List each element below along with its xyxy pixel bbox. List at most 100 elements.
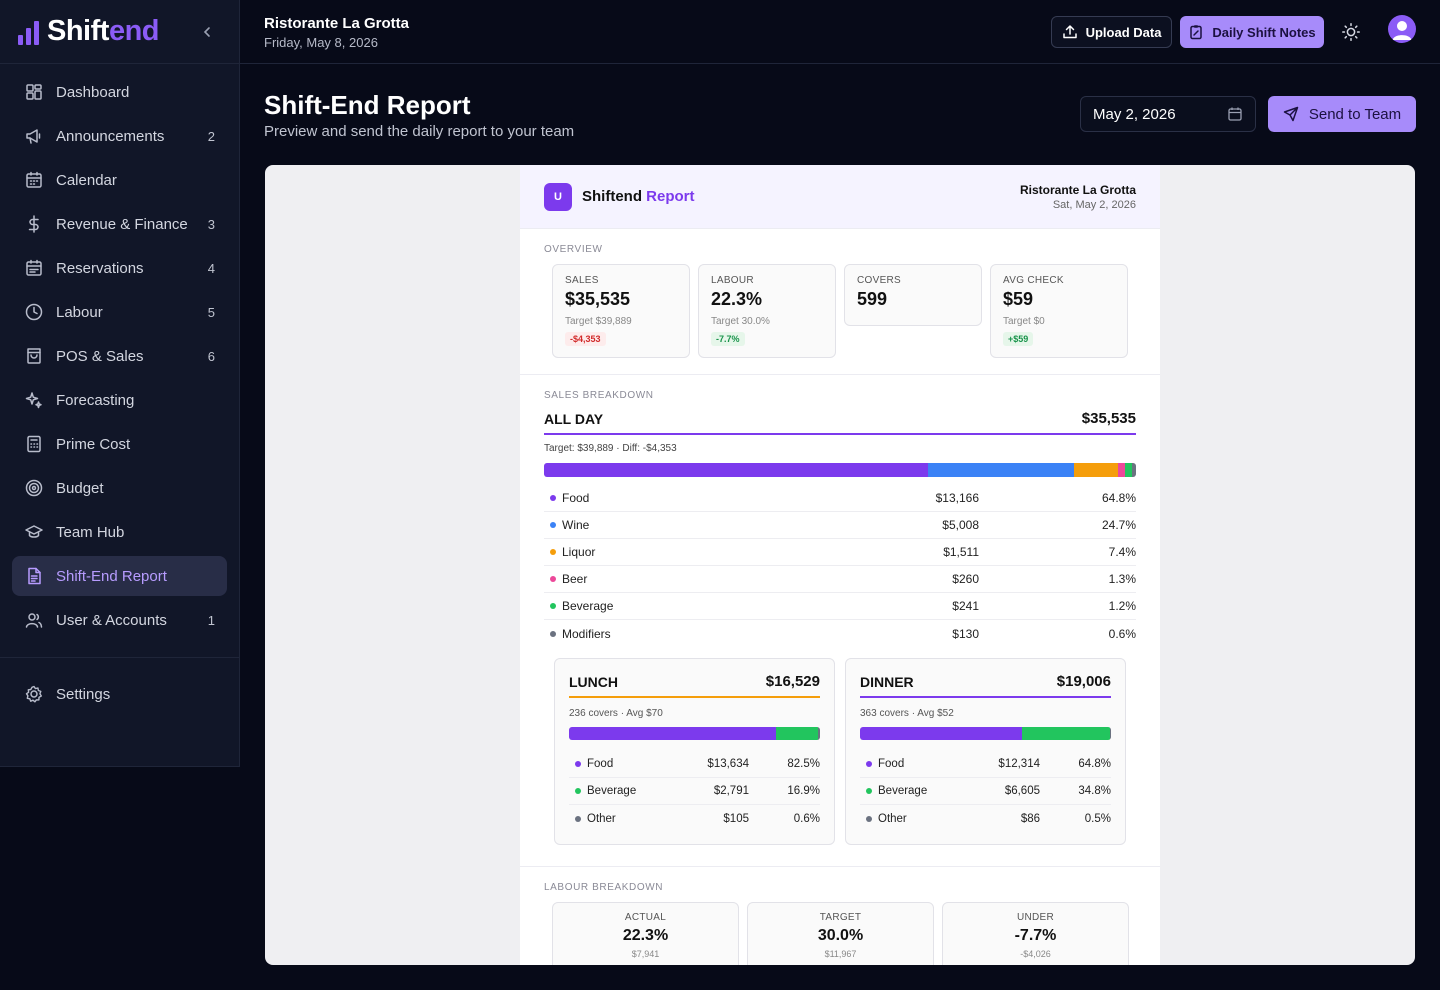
sidebar-item-prime-cost[interactable]: Prime Cost: [12, 424, 227, 464]
row-percent: 1.2%: [1108, 599, 1136, 613]
sidebar-item-reservations[interactable]: Reservations 4: [12, 248, 227, 288]
lunch-card: LUNCH $16,529 236 covers · Avg $70 Food $1…: [554, 658, 835, 845]
row-name: Food: [587, 758, 614, 770]
metric-diff-badge: -7.7%: [711, 332, 745, 346]
row-name: Other: [878, 812, 907, 825]
sparkles-icon: [24, 390, 44, 410]
sidebar-item-label: Forecasting: [56, 391, 135, 409]
sidebar-item-label: POS & Sales: [56, 347, 144, 365]
sidebar: Shiftend Dashboard Announcements 2 Calendar…: [0, 0, 240, 767]
table-row: Beer $260 1.3%: [544, 566, 1136, 593]
row-name: Other: [587, 812, 616, 825]
shopping-bag-icon: [24, 346, 44, 366]
sidebar-item-label: Prime Cost: [56, 435, 131, 453]
row-name: Liquor: [562, 545, 596, 559]
sidebar-item-dashboard[interactable]: Dashboard: [12, 72, 227, 112]
all-day-target: Target: $39,889 · Diff: -$4,353: [544, 443, 677, 454]
row-amount: $260: [952, 572, 979, 586]
metric-label: Sales: [565, 275, 599, 286]
sidebar-item-revenue-finance[interactable]: Revenue & Finance 3: [12, 204, 227, 244]
sidebar-item-announcements[interactable]: Announcements 2: [12, 116, 227, 156]
row-amount: $2,791: [713, 785, 749, 797]
lunch-covers: 236 covers · Avg $70: [569, 708, 663, 719]
lunch-total: $16,529: [765, 673, 820, 690]
table-row: Other $86 0.5%: [860, 805, 1111, 832]
sidebar-item-budget[interactable]: Budget: [12, 468, 227, 508]
report-brand: Shiftend Report: [582, 188, 695, 205]
upload-icon: [1062, 25, 1077, 39]
dinner-covers: 363 covers · Avg $52: [860, 708, 954, 719]
labour-card-actual: ACTUAL 22.3% $7,941: [552, 902, 739, 965]
sidebar-item-count: 4: [207, 260, 215, 276]
table-row: Modifiers $130 0.6%: [544, 620, 1136, 647]
sidebar-item-calendar[interactable]: Calendar: [12, 160, 227, 200]
sidebar-item-user-accounts[interactable]: User & Accounts 1: [12, 600, 227, 640]
sidebar-item-settings[interactable]: Settings: [12, 674, 227, 714]
send-to-team-button[interactable]: Send to Team: [1268, 96, 1416, 132]
sidebar-item-count: 1: [207, 612, 215, 628]
dinner-total: $19,006: [1056, 673, 1111, 690]
row-amount: $1,511: [943, 545, 979, 559]
legend-dot: [866, 788, 872, 794]
bar-segment-food: [860, 727, 1023, 740]
sidebar-item-count: 6: [207, 348, 215, 364]
report-logo-icon: U: [544, 182, 572, 211]
upload-data-button[interactable]: Upload Data: [1051, 16, 1172, 48]
sidebar-item-team-hub[interactable]: Team Hub: [12, 512, 227, 552]
logo[interactable]: Shiftend: [0, 0, 239, 64]
row-amount: $86: [1020, 812, 1040, 825]
calendar-icon: [1228, 107, 1242, 121]
table-row: Food $13,166 64.8%: [544, 485, 1136, 512]
metric-value: $35,535: [565, 289, 631, 309]
table-row: Wine $5,008 24.7%: [544, 512, 1136, 539]
bar-segment-food: [544, 463, 928, 477]
row-percent: 64.8%: [1101, 491, 1136, 505]
sales-breakdown-section: Sales Breakdown ALL DAY $35,535 Target: …: [520, 375, 1160, 867]
sidebar-item-shift-end-report[interactable]: Shift-End Report: [12, 556, 227, 596]
gear-icon: [24, 684, 44, 704]
section-label: Overview: [544, 244, 603, 255]
row-percent: 34.8%: [1078, 785, 1111, 797]
daily-shift-notes-button[interactable]: Daily Shift Notes: [1180, 16, 1324, 48]
report-date-picker[interactable]: May 2, 2026: [1080, 96, 1256, 132]
sun-icon: [1342, 23, 1360, 41]
labour-value: 30.0%: [817, 927, 864, 944]
sidebar-item-forecasting[interactable]: Forecasting: [12, 380, 227, 420]
overview-card-covers: Covers 599: [844, 264, 982, 326]
sidebar-item-pos-sales[interactable]: POS & Sales 6: [12, 336, 227, 376]
labour-amount: $11,967: [824, 949, 857, 959]
dinner-title: DINNER: [860, 673, 914, 690]
sidebar-item-label: Dashboard: [56, 83, 130, 101]
row-name: Wine: [562, 518, 590, 532]
collapse-sidebar-button[interactable]: [197, 22, 217, 42]
table-row: Beverage $241 1.2%: [544, 593, 1136, 620]
restaurant-info: Ristorante La Grotta Friday, May 8, 2026: [264, 15, 409, 50]
clipboard-pen-icon: [1190, 25, 1203, 40]
theme-toggle-button[interactable]: [1341, 22, 1361, 42]
metric-label: Labour: [711, 275, 754, 286]
dollar-icon: [24, 214, 44, 234]
top-bar: Ristorante La Grotta Friday, May 8, 2026…: [240, 0, 1440, 64]
logo-bars-icon: [18, 19, 39, 45]
legend-dot: [550, 495, 556, 501]
sidebar-item-label: Labour: [56, 303, 103, 321]
row-percent: 0.6%: [793, 812, 820, 825]
sidebar-item-label: Shift-End Report: [56, 567, 167, 585]
all-day-rows: Food $13,166 64.8% Wine $5,008 24.7% Liquor $1,…: [544, 485, 1136, 647]
bar-segment-beverage: [776, 727, 819, 740]
sidebar-item-labour[interactable]: Labour 5: [12, 292, 227, 332]
row-percent: 1.3%: [1108, 572, 1136, 586]
sidebar-item-label: Team Hub: [56, 523, 125, 541]
table-row: Beverage $2,791 16.9%: [569, 778, 820, 805]
calculator-icon: [24, 434, 44, 454]
report-preview[interactable]: U Shiftend Report Ristorante La Grotta S…: [265, 165, 1415, 965]
labour-label: ACTUAL: [624, 912, 667, 923]
user-avatar[interactable]: [1388, 15, 1416, 43]
bar-segment-food: [569, 727, 777, 740]
sidebar-divider: [0, 657, 239, 658]
upload-data-label: Upload Data: [1085, 24, 1162, 40]
service-split: LUNCH $16,529 236 covers · Avg $70 Food $1…: [544, 658, 1136, 845]
sidebar-item-count: 2: [207, 128, 215, 144]
row-amount: $241: [952, 599, 979, 613]
row-percent: 0.5%: [1084, 812, 1111, 825]
